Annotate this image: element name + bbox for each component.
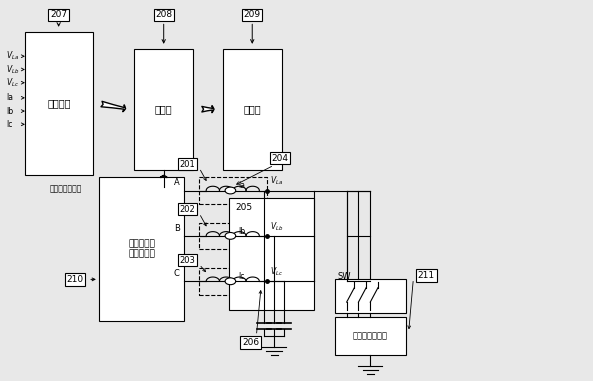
Text: Ic: Ic (6, 120, 12, 129)
Text: 单级或双级
滤波器拓扑: 单级或双级 滤波器拓扑 (128, 239, 155, 259)
Text: C: C (174, 269, 180, 278)
Text: $V_{Lb}$: $V_{Lb}$ (270, 220, 283, 233)
Text: $V_{Lb}$: $V_{Lb}$ (6, 63, 20, 76)
FancyBboxPatch shape (223, 49, 282, 170)
Text: 开关管驱动信号: 开关管驱动信号 (50, 185, 82, 194)
Circle shape (225, 187, 235, 194)
Text: Ib: Ib (238, 227, 245, 236)
Text: Ia: Ia (6, 93, 13, 102)
Text: B: B (174, 224, 180, 233)
Text: 202: 202 (180, 205, 195, 214)
Text: A: A (174, 178, 180, 187)
Text: Ia: Ia (238, 181, 245, 190)
Text: 201: 201 (180, 160, 195, 168)
FancyBboxPatch shape (99, 177, 184, 321)
Text: $V_{Lc}$: $V_{Lc}$ (270, 266, 283, 278)
Text: SW: SW (337, 272, 350, 281)
Text: 211: 211 (418, 271, 435, 280)
Circle shape (225, 278, 235, 285)
Text: 控制器: 控制器 (155, 104, 173, 114)
FancyBboxPatch shape (229, 198, 314, 310)
Text: Ib: Ib (6, 107, 13, 115)
Text: $V_{La}$: $V_{La}$ (270, 175, 283, 187)
Text: 204: 204 (272, 154, 288, 163)
FancyBboxPatch shape (335, 317, 406, 355)
Text: 208: 208 (155, 10, 172, 19)
Text: 209: 209 (244, 10, 261, 19)
Text: 采样电路: 采样电路 (47, 99, 71, 109)
Text: 显示器: 显示器 (243, 104, 261, 114)
FancyBboxPatch shape (335, 279, 406, 314)
Text: 210: 210 (66, 275, 84, 284)
FancyBboxPatch shape (134, 49, 193, 170)
Circle shape (225, 232, 235, 239)
Text: Ic: Ic (238, 272, 244, 281)
Text: 203: 203 (179, 256, 195, 265)
Text: $V_{Lc}$: $V_{Lc}$ (6, 77, 19, 89)
Text: 206: 206 (242, 338, 259, 347)
Text: 串网或其他负载: 串网或其他负载 (353, 331, 388, 341)
Text: 207: 207 (50, 10, 67, 19)
Text: 205: 205 (235, 203, 253, 212)
Text: $V_{La}$: $V_{La}$ (6, 50, 19, 62)
FancyBboxPatch shape (25, 32, 93, 175)
